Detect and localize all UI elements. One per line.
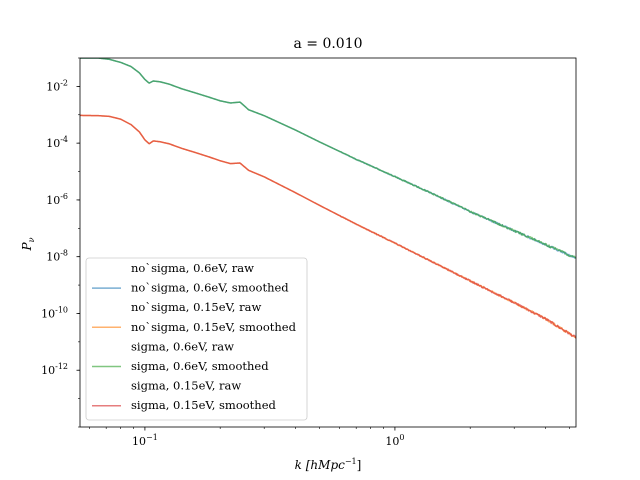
- chart-title: a = 0.010: [293, 36, 362, 52]
- y-axis-label-main: P: [20, 241, 34, 251]
- legend-entry-5: sigma, 0.6eV, smoothed: [131, 359, 269, 373]
- y-axis-ticks: 10-2 10-4 10-6 10-8 10-10 10-12: [41, 57, 80, 428]
- y-tick-label-1: 10-4: [46, 135, 68, 150]
- y-tick-label-5: 10-12: [41, 362, 68, 377]
- x-axis-ticks: 10−1 100: [89, 427, 570, 448]
- plot-frame: [79, 57, 577, 428]
- y-tick-label-2: 10-6: [46, 192, 68, 207]
- x-axis-label-main: k [hMpc: [295, 458, 345, 472]
- x-axis-label-tail: ]: [357, 458, 362, 472]
- plot-lines: [80, 58, 576, 339]
- legend-entry-3: no`sigma, 0.15eV, smoothed: [131, 320, 297, 334]
- y-axis-label-group: Pν: [20, 237, 36, 251]
- y-tick-label-0: 10-2: [46, 78, 68, 93]
- legend-entry-2: no`sigma, 0.15eV, raw: [131, 300, 261, 314]
- legend-box: [85, 257, 308, 421]
- legend-entry-7: sigma, 0.15eV, smoothed: [131, 398, 277, 412]
- x-tick-label-0: 10−1: [132, 433, 158, 448]
- series-line-7: [80, 114, 576, 339]
- x-axis-label: k [hMpc−1]: [295, 457, 362, 472]
- series-line-5: [80, 58, 576, 259]
- legend-entry-0: no`sigma, 0.6eV, raw: [131, 261, 254, 275]
- legend-entry-4: sigma, 0.6eV, raw: [131, 339, 234, 353]
- legend-entry-6: sigma, 0.15eV, raw: [131, 379, 241, 393]
- y-axis-label: Pν: [20, 237, 36, 251]
- x-tick-label-1: 100: [385, 433, 404, 448]
- y-tick-label-4: 10-10: [41, 305, 68, 320]
- legend: no`sigma, 0.6eV, raw no`sigma, 0.6eV, smo…: [85, 257, 308, 421]
- y-tick-label-3: 10-8: [46, 249, 68, 264]
- legend-entry-1: no`sigma, 0.6eV, smoothed: [131, 281, 289, 295]
- y-axis-label-subscript: ν: [27, 237, 36, 242]
- x-axis-label-exponent: −1: [345, 457, 357, 466]
